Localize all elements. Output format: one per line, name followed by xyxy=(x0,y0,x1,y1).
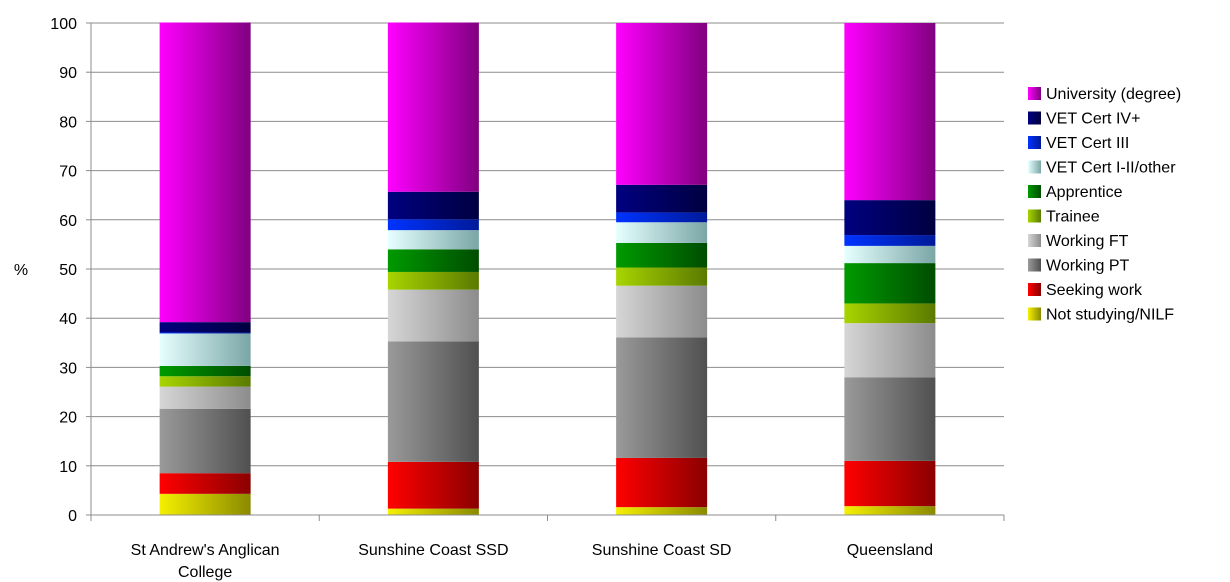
legend-swatch xyxy=(1028,209,1041,223)
bar-segment xyxy=(616,457,708,508)
bar-segment xyxy=(387,289,479,342)
bar-segment xyxy=(387,271,479,290)
legend-label: Working PT xyxy=(1046,258,1130,275)
bar-segment xyxy=(616,242,708,268)
legend-swatch xyxy=(1028,185,1041,198)
y-tick-label: 90 xyxy=(59,65,77,82)
bar-segment xyxy=(387,508,479,515)
bar-segment xyxy=(616,184,708,213)
bar-segment xyxy=(616,507,708,515)
bar-segment xyxy=(387,230,479,250)
legend-swatch xyxy=(1028,258,1041,272)
bar-segment xyxy=(159,473,251,494)
category-label: Sunshine Coast SD xyxy=(592,542,732,559)
bar-segment xyxy=(616,23,708,185)
y-axis: 0 10 20 30 40 50 60 70 80 90 100% xyxy=(14,16,92,525)
legend-label: VET Cert III xyxy=(1046,135,1129,152)
legend-label: Trainee xyxy=(1046,209,1100,226)
category-label: Queensland xyxy=(847,542,933,559)
bar-segment xyxy=(616,285,708,338)
x-axis: St Andrew's Anglican College Sunshine Coas… xyxy=(90,514,1005,581)
legend-label: Apprentice xyxy=(1046,184,1123,201)
legend-swatch xyxy=(1028,136,1041,149)
bar-segment xyxy=(387,341,479,462)
legend-label: Working FT xyxy=(1046,233,1129,250)
y-tick-label: 40 xyxy=(59,311,77,328)
legend-swatch xyxy=(1028,283,1041,296)
bar-segment xyxy=(844,23,936,201)
legend-swatch xyxy=(1028,160,1041,174)
bar-segment xyxy=(387,249,479,272)
y-tick-label: 10 xyxy=(59,459,77,476)
legend-label: VET Cert I-II/other xyxy=(1046,160,1176,177)
bar-segment xyxy=(844,263,936,304)
legend-label: Seeking work xyxy=(1046,282,1143,299)
y-tick-label: 0 xyxy=(68,508,77,525)
legend-label: University (degree) xyxy=(1046,86,1181,103)
category-label: St Andrew's Anglican xyxy=(131,542,280,559)
bar-segment xyxy=(844,303,936,324)
bar-segment xyxy=(844,200,936,236)
bar-segment xyxy=(159,386,251,409)
bar-segment xyxy=(844,245,936,264)
y-axis-title: % xyxy=(14,262,28,279)
bar-segment xyxy=(387,22,479,192)
bar-segment xyxy=(159,333,251,366)
y-tick-label: 60 xyxy=(59,213,77,230)
bar-segment xyxy=(844,323,936,378)
bar-segment xyxy=(844,460,936,507)
y-tick-label: 50 xyxy=(59,262,77,279)
bar-segment xyxy=(159,493,251,515)
y-tick-label: 70 xyxy=(59,164,77,181)
y-tick-label: 100 xyxy=(50,16,77,33)
category-label: Sunshine Coast SSD xyxy=(358,542,508,559)
bar-segment xyxy=(844,506,936,515)
bar-segment xyxy=(387,461,479,509)
bar-segment xyxy=(844,235,936,246)
bar-segment xyxy=(159,22,251,323)
bar-segment xyxy=(387,219,479,231)
bar-segment xyxy=(844,377,936,461)
legend-label: VET Cert IV+ xyxy=(1046,111,1140,128)
bar-segment xyxy=(159,332,251,334)
legend-swatch xyxy=(1028,111,1041,125)
y-tick-label: 80 xyxy=(59,114,77,131)
legend-swatch xyxy=(1028,234,1041,247)
bar-segment xyxy=(616,337,708,458)
bars xyxy=(159,22,936,515)
legend-swatch xyxy=(1028,87,1041,100)
category-label: College xyxy=(178,564,232,581)
bar-segment xyxy=(159,376,251,387)
bar-segment xyxy=(616,212,708,223)
bar-segment xyxy=(387,191,479,220)
y-tick-label: 20 xyxy=(59,410,77,427)
bar-segment xyxy=(159,408,251,474)
bar-segment xyxy=(616,267,708,286)
legend-label: Not studying/NILF xyxy=(1046,307,1174,324)
bar-segment xyxy=(159,322,251,333)
legend-swatch xyxy=(1028,307,1041,321)
bar-segment xyxy=(616,222,708,243)
y-tick-label: 30 xyxy=(59,360,77,377)
legend: University (degree) VET Cert IV+ VET Cert … xyxy=(1028,86,1181,324)
bar-segment xyxy=(159,365,251,377)
